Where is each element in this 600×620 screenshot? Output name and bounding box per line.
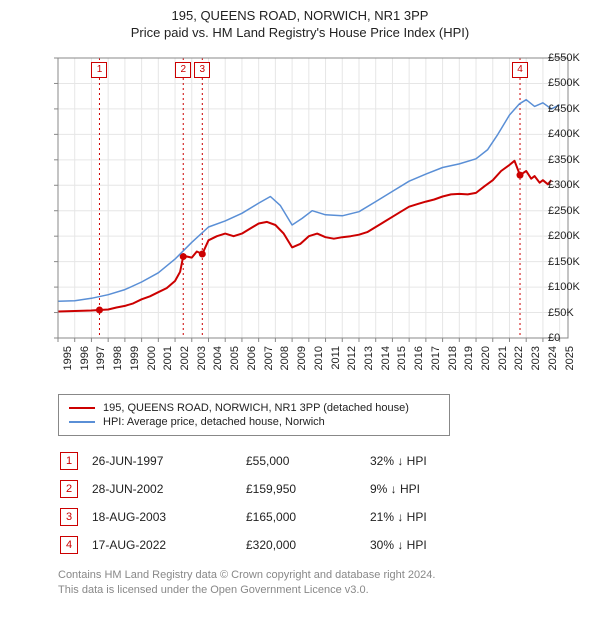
x-tick-label: 2010 — [313, 346, 325, 370]
x-tick-label: 2017 — [430, 346, 442, 370]
x-tick-label: 2004 — [212, 346, 224, 370]
event-marker: 3 — [194, 62, 210, 78]
footer-attribution: Contains HM Land Registry data © Crown c… — [58, 568, 592, 599]
x-tick-label: 2012 — [346, 346, 358, 370]
event-marker-cell: 4 — [60, 536, 78, 554]
table-row: 4 17-AUG-2022£320,00030% ↓ HPI — [60, 532, 439, 558]
chart-title: 195, QUEENS ROAD, NORWICH, NR1 3PP — [8, 8, 592, 23]
events-table: 1 26-JUN-1997£55,00032% ↓ HPI 2 28-JUN-2002… — [58, 446, 441, 560]
x-tick-label: 2023 — [530, 346, 542, 370]
event-price: £159,950 — [246, 476, 368, 502]
legend-swatch — [69, 407, 95, 409]
event-marker: 2 — [175, 62, 191, 78]
y-tick-label: £200K — [548, 230, 592, 242]
y-tick-label: £550K — [548, 52, 592, 64]
x-tick-label: 2011 — [330, 346, 342, 370]
y-tick-label: £100K — [548, 281, 592, 293]
event-date: 26-JUN-1997 — [92, 448, 244, 474]
y-tick-label: £0 — [548, 332, 592, 344]
legend-label: 195, QUEENS ROAD, NORWICH, NR1 3PP (deta… — [103, 402, 409, 414]
x-tick-label: 1998 — [112, 346, 124, 370]
event-delta: 9% ↓ HPI — [370, 476, 439, 502]
x-tick-label: 2008 — [279, 346, 291, 370]
x-tick-label: 2001 — [162, 346, 174, 370]
x-tick-label: 1997 — [95, 346, 107, 370]
x-tick-label: 2007 — [263, 346, 275, 370]
y-tick-label: £500K — [548, 77, 592, 89]
x-tick-label: 2024 — [547, 346, 559, 370]
legend: 195, QUEENS ROAD, NORWICH, NR1 3PP (deta… — [58, 394, 450, 436]
x-tick-label: 2020 — [480, 346, 492, 370]
event-price: £55,000 — [246, 448, 368, 474]
x-tick-label: 2005 — [229, 346, 241, 370]
event-marker-cell: 1 — [60, 452, 78, 470]
x-tick-label: 1999 — [129, 346, 141, 370]
x-tick-label: 2013 — [363, 346, 375, 370]
event-delta: 21% ↓ HPI — [370, 504, 439, 530]
x-tick-label: 2016 — [413, 346, 425, 370]
event-marker-cell: 2 — [60, 480, 78, 498]
x-tick-label: 2002 — [179, 346, 191, 370]
event-marker: 4 — [512, 62, 528, 78]
event-delta: 32% ↓ HPI — [370, 448, 439, 474]
chart-subtitle: Price paid vs. HM Land Registry's House … — [8, 25, 592, 40]
x-tick-label: 2015 — [396, 346, 408, 370]
legend-item: HPI: Average price, detached house, Norw… — [69, 415, 439, 429]
footer-line-1: Contains HM Land Registry data © Crown c… — [58, 568, 592, 583]
y-tick-label: £300K — [548, 179, 592, 191]
table-row: 3 18-AUG-2003£165,00021% ↓ HPI — [60, 504, 439, 530]
event-date: 18-AUG-2003 — [92, 504, 244, 530]
event-date: 17-AUG-2022 — [92, 532, 244, 558]
x-tick-label: 2014 — [380, 346, 392, 370]
x-tick-label: 1996 — [79, 346, 91, 370]
x-tick-label: 2003 — [196, 346, 208, 370]
event-marker: 1 — [91, 62, 107, 78]
legend-swatch — [69, 421, 95, 423]
x-tick-label: 2006 — [246, 346, 258, 370]
event-delta: 30% ↓ HPI — [370, 532, 439, 558]
price-chart: £0 £50K £100K £150K £200K £250K £300K £350K £400… — [8, 48, 592, 388]
event-marker-cell: 3 — [60, 508, 78, 526]
y-tick-label: £400K — [548, 128, 592, 140]
x-tick-label: 2021 — [497, 346, 509, 370]
x-tick-label: 2025 — [564, 346, 576, 370]
event-price: £165,000 — [246, 504, 368, 530]
y-tick-label: £450K — [548, 103, 592, 115]
x-tick-label: 1995 — [62, 346, 74, 370]
x-tick-label: 2022 — [513, 346, 525, 370]
x-tick-label: 2019 — [463, 346, 475, 370]
footer-line-2: This data is licensed under the Open Gov… — [58, 583, 592, 598]
x-tick-label: 2018 — [447, 346, 459, 370]
table-row: 1 26-JUN-1997£55,00032% ↓ HPI — [60, 448, 439, 474]
legend-label: HPI: Average price, detached house, Norw… — [103, 416, 325, 428]
y-tick-label: £250K — [548, 205, 592, 217]
x-tick-label: 2000 — [146, 346, 158, 370]
y-tick-label: £150K — [548, 256, 592, 268]
chart-canvas — [8, 48, 592, 388]
event-price: £320,000 — [246, 532, 368, 558]
y-tick-label: £50K — [548, 307, 592, 319]
x-tick-label: 2009 — [296, 346, 308, 370]
event-date: 28-JUN-2002 — [92, 476, 244, 502]
legend-item: 195, QUEENS ROAD, NORWICH, NR1 3PP (deta… — [69, 401, 439, 415]
y-tick-label: £350K — [548, 154, 592, 166]
table-row: 2 28-JUN-2002£159,9509% ↓ HPI — [60, 476, 439, 502]
